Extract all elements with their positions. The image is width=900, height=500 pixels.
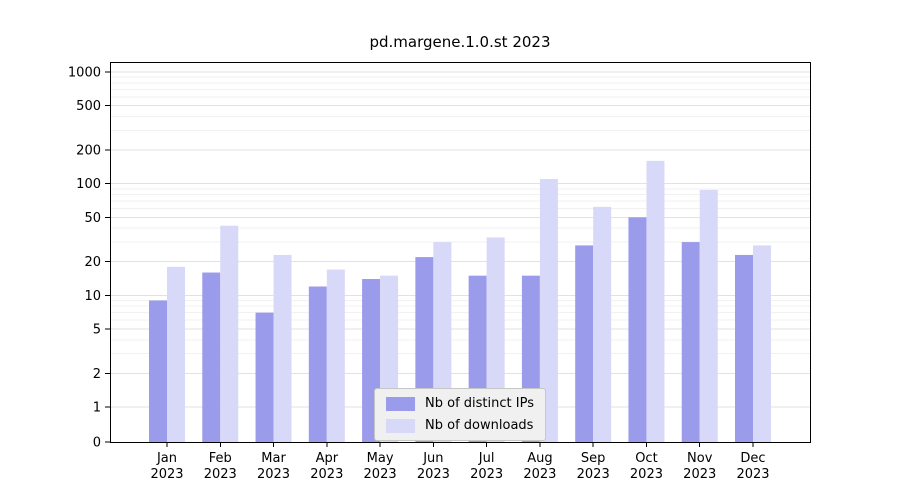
x-tick-label-month: Dec	[740, 451, 765, 466]
bar-distinct-ips-oct	[628, 217, 647, 442]
bar-downloads-jan	[167, 266, 185, 442]
y-tick-label: 500	[76, 99, 101, 114]
x-tick-label-month: Oct	[635, 451, 657, 466]
y-tick-label: 10	[84, 289, 101, 304]
x-tick-label-year: 2023	[523, 467, 556, 482]
chart-title: pd.margene.1.0.st 2023	[369, 33, 551, 51]
x-tick-label-month: Mar	[261, 451, 286, 466]
y-tick-label: 1	[93, 401, 101, 416]
y-tick-label: 50	[84, 211, 101, 226]
x-tick-label-year: 2023	[736, 467, 769, 482]
bar-downloads-sep	[593, 206, 612, 442]
bar-distinct-ips-apr	[308, 286, 327, 442]
plot-border	[110, 62, 811, 443]
x-tick-label-year: 2023	[683, 467, 716, 482]
x-tick-label-month: Jan	[156, 451, 177, 466]
bar-distinct-ips-dec	[735, 254, 753, 442]
x-tick-label-year: 2023	[470, 467, 503, 482]
bar-distinct-ips-mar	[255, 312, 274, 442]
bar-distinct-ips-nov	[681, 242, 700, 442]
x-tick-label-year: 2023	[577, 467, 610, 482]
legend-swatch-distinct-ips	[386, 396, 416, 411]
x-tick-label-month: Aug	[527, 451, 552, 466]
x-tick-label-month: Feb	[209, 451, 232, 466]
bar-downloads-aug	[539, 179, 558, 442]
x-tick-label-month: Jul	[478, 451, 495, 466]
bar-distinct-ips-sep	[575, 245, 594, 442]
y-tick-label: 100	[76, 177, 101, 192]
x-tick-label-year: 2023	[364, 467, 397, 482]
bar-downloads-oct	[646, 160, 665, 442]
bar-distinct-ips-feb	[202, 272, 221, 442]
y-tick-label: 20	[84, 255, 101, 270]
bar-distinct-ips-jan	[149, 300, 167, 442]
legend-item-downloads: Nb of downloads	[386, 418, 534, 433]
x-tick-label-month: May	[367, 451, 394, 466]
y-tick-label: 5	[93, 322, 101, 337]
x-tick-label-year: 2023	[204, 467, 237, 482]
bar-downloads-nov	[699, 189, 718, 442]
x-tick-label-year: 2023	[150, 467, 183, 482]
x-tick-label-month: Apr	[316, 451, 339, 466]
y-tick-label: 1000	[68, 66, 101, 81]
x-tick-label-year: 2023	[257, 467, 290, 482]
x-tick-label-month: Sep	[581, 451, 606, 466]
y-tick-label: 0	[93, 436, 101, 451]
legend-item-distinct-ips: Nb of distinct IPs	[386, 396, 534, 411]
bar-downloads-feb	[220, 225, 239, 442]
legend-label-distinct-ips: Nb of distinct IPs	[425, 396, 534, 411]
x-tick-label-year: 2023	[630, 467, 663, 482]
legend-label-downloads: Nb of downloads	[425, 418, 534, 433]
x-tick-label-year: 2023	[310, 467, 343, 482]
legend-swatch-downloads	[386, 418, 416, 433]
bar-downloads-apr	[326, 269, 345, 442]
bar-downloads-mar	[273, 254, 292, 442]
x-tick-label-month: Jun	[422, 451, 443, 466]
y-tick-label: 2	[93, 367, 101, 382]
legend: Nb of distinct IPs Nb of downloads	[374, 388, 546, 441]
y-tick-label: 200	[76, 144, 101, 159]
x-tick-label-year: 2023	[417, 467, 450, 482]
bar-downloads-dec	[753, 245, 771, 442]
x-tick-label-month: Nov	[687, 451, 713, 466]
